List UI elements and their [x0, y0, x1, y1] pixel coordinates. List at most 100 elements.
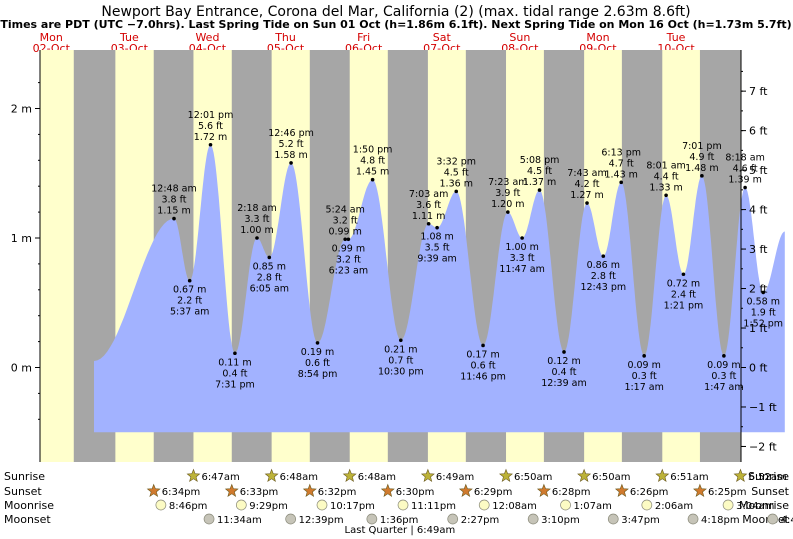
tide-extreme-marker [722, 354, 726, 358]
tide-m-label: 0.99 m [328, 226, 361, 237]
right-tick-label: 7 ft [749, 85, 768, 98]
day-name: Sun [509, 31, 530, 44]
moonset-moon-icon [527, 513, 539, 525]
moonrise-row-label: Moonrise [4, 499, 54, 512]
day-name: Thu [274, 31, 296, 44]
sunset-row-label-right: Sunset [751, 485, 789, 498]
tide-extreme-marker [267, 255, 272, 260]
tide-ft-label: 5.6 ft [198, 121, 223, 132]
right-tick-label: 6 ft [749, 125, 768, 138]
tide-extreme-marker [664, 193, 668, 198]
tide-ft-label: 5.2 ft [279, 139, 304, 150]
sunset-star-icon [614, 483, 629, 497]
tide-time-label: 12:48 am [151, 184, 196, 195]
sunrise-row-label-right: Sunrise [748, 470, 789, 483]
tide-m-label: 1.45 m [356, 167, 389, 178]
tide-m-label: 0.99 m [332, 243, 365, 254]
tide-extreme-marker [743, 185, 747, 190]
tide-time-label: 12:43 pm [580, 282, 626, 293]
tide-m-label: 1.37 m [523, 177, 556, 188]
tide-extreme-marker [619, 180, 623, 185]
tide-m-label: 1.58 m [274, 150, 307, 161]
moonrise-time: 2:06am [655, 501, 693, 512]
sunrise-row-label: Sunrise [4, 470, 45, 483]
tide-extreme-marker [315, 341, 320, 345]
tide-m-label: 0.21 m [384, 344, 417, 355]
right-tick-label: 0 ft [749, 362, 768, 375]
tide-extreme-marker [343, 237, 347, 242]
tide-ft-label: 4.5 ft [444, 167, 469, 178]
sunset-time: 6:32pm [318, 487, 357, 498]
moonset-row-label-right: Moonset [742, 513, 789, 526]
tide-time-label: 5:08 pm [520, 155, 560, 166]
tide-m-label: 1.27 m [570, 190, 603, 201]
moonrise-moon-icon [235, 499, 247, 511]
tide-extreme-marker [172, 216, 176, 221]
tide-m-label: 0.17 m [466, 349, 499, 360]
moonset-moon-icon [767, 513, 778, 525]
tide-ft-label: 4.8 ft [360, 156, 385, 167]
tide-m-label: 1.39 m [728, 174, 761, 185]
moonset-time: 4:45pm [781, 515, 793, 526]
moonset-time: 3:10pm [541, 515, 580, 526]
tide-time-label: 3:32 pm [436, 156, 476, 167]
tide-extreme-marker [370, 177, 375, 182]
moonrise-moon-icon [560, 499, 571, 511]
moonrise-time: 8:46pm [169, 501, 208, 512]
tide-ft-label: 0.4 ft [551, 367, 576, 378]
tide-time-label: 6:05 am [250, 283, 289, 294]
tide-extreme-marker [506, 210, 510, 214]
sunrise-time: 6:50am [592, 472, 630, 483]
moon-phase-label: Last Quarter | 6:49am [345, 525, 456, 536]
moonrise-moon-icon [397, 499, 409, 511]
tide-m-label: 1.11 m [412, 211, 445, 222]
tide-ft-label: 0.3 ft [711, 371, 736, 382]
right-tick-label: 2 ft [749, 283, 768, 296]
tide-time-label: 2:18 am [237, 203, 276, 214]
sunset-time: 6:28pm [552, 487, 591, 498]
sunset-star-icon [458, 483, 473, 497]
tide-m-label: 0.12 m [547, 356, 580, 367]
tide-ft-label: 3.8 ft [161, 195, 186, 206]
tide-m-label: 1.00 m [505, 242, 538, 253]
tide-ft-label: 4.5 ft [527, 166, 552, 177]
sunset-star-icon [693, 483, 707, 497]
tide-ft-label: 3.9 ft [495, 188, 520, 199]
tide-m-label: 1.43 m [604, 169, 637, 180]
tide-area [94, 144, 785, 433]
tide-m-label: 0.67 m [173, 285, 206, 296]
tide-ft-label: 2.2 ft [177, 296, 202, 307]
tide-ft-label: 4.6 ft [733, 163, 758, 174]
sunrise-star-icon [577, 468, 592, 482]
tide-extreme-marker [481, 343, 485, 348]
sunrise-time: 6:52am [748, 472, 786, 483]
moonset-moon-icon [203, 513, 215, 525]
moonrise-time: 10:17pm [330, 501, 375, 512]
tide-time-label: 10:30 pm [378, 366, 424, 377]
tide-ft-label: 0.6 ft [471, 360, 496, 371]
chart-subtitle: Times are PDT (UTC −7.0hrs). Last Spring… [0, 18, 791, 31]
tide-ft-label: 1.9 ft [751, 307, 776, 318]
right-tick-label: −2 ft [749, 440, 777, 453]
tide-time-label: 6:23 am [329, 265, 368, 276]
tide-ft-label: 2.8 ft [591, 271, 616, 282]
tide-time-label: 5:24 am [325, 204, 364, 215]
tide-ft-label: 4.7 ft [609, 158, 634, 169]
sunset-star-icon [380, 483, 395, 497]
sunset-star-icon [224, 483, 239, 497]
left-tick-label: 1 m [11, 232, 32, 245]
sunrise-star-icon [342, 468, 357, 482]
day-name: Mon [586, 31, 609, 44]
sunset-time: 6:29pm [474, 487, 513, 498]
sunrise-star-icon [733, 468, 748, 482]
tide-m-label: 1.20 m [491, 199, 524, 210]
tide-ft-label: 3.6 ft [416, 200, 441, 211]
moonrise-time: 1:07am [574, 501, 612, 512]
moonset-time: 3:47pm [621, 515, 660, 526]
moonset-time: 2:27pm [461, 515, 500, 526]
tide-m-label: 0.09 m [627, 360, 660, 371]
tide-m-label: 0.72 m [667, 278, 700, 289]
tide-time-label: 12:46 pm [268, 128, 314, 139]
tide-time-label: 8:54 pm [298, 369, 338, 380]
